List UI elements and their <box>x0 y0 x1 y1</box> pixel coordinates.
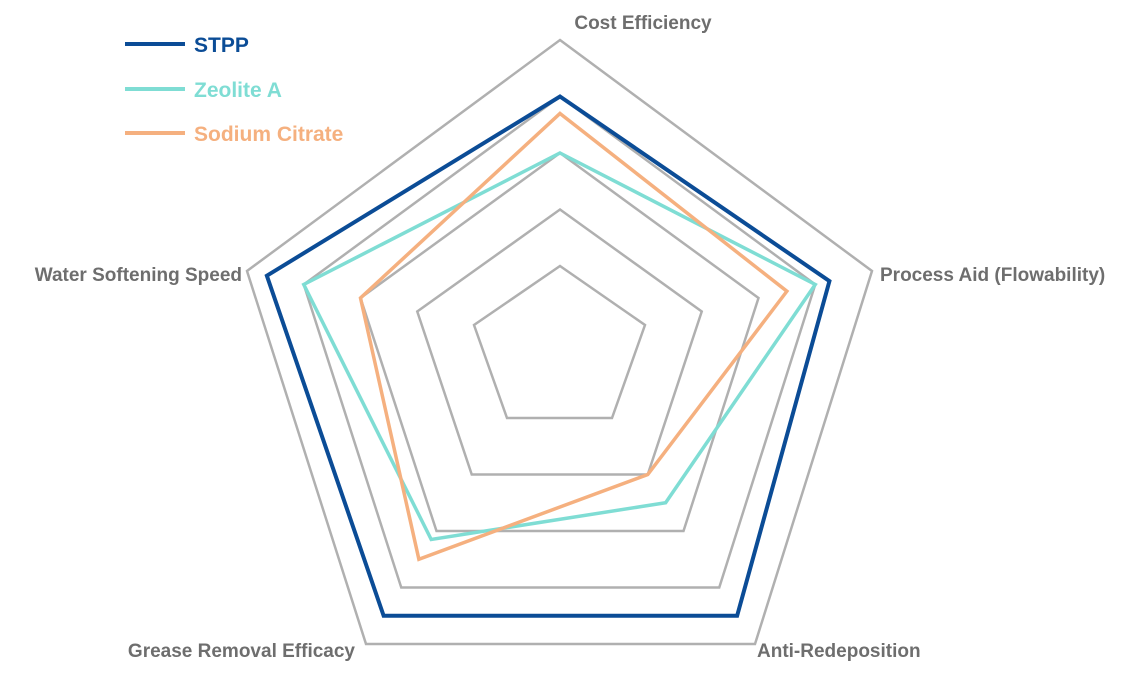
series-line-sodium-citrate[interactable] <box>358 111 790 562</box>
axis-label-grease-removal: Grease Removal Efficacy <box>128 641 356 662</box>
legend-item-sodium-citrate[interactable]: Sodium Citrate <box>125 123 343 146</box>
grid-ring-2 <box>472 264 647 420</box>
series-line-zeolite-a[interactable] <box>301 151 818 542</box>
grid-rings <box>245 38 874 646</box>
legend-item-stpp[interactable]: STPP <box>125 34 249 57</box>
legend-label-zeolite-a: Zeolite A <box>194 79 282 102</box>
axis-label-anti-redeposition: Anti-Redeposition <box>757 641 921 662</box>
legend: STPP Zeolite A Sodium Citrate <box>125 34 343 146</box>
grid-ring-10 <box>245 38 874 646</box>
series-lines <box>264 94 832 618</box>
legend-label-sodium-citrate: Sodium Citrate <box>194 123 343 146</box>
legend-item-zeolite-a[interactable]: Zeolite A <box>125 79 282 102</box>
grid-ring-6 <box>359 151 760 533</box>
grid-ring-8 <box>302 94 817 589</box>
axis-label-cost-efficiency: Cost Efficiency <box>574 13 712 34</box>
grid-ring-4 <box>415 207 704 476</box>
axis-label-process-aid: Process Aid (Flowability) <box>880 265 1105 286</box>
axis-label-water-softening: Water Softening Speed <box>35 265 242 286</box>
series-line-stpp[interactable] <box>264 94 832 618</box>
legend-label-stpp: STPP <box>194 34 249 57</box>
